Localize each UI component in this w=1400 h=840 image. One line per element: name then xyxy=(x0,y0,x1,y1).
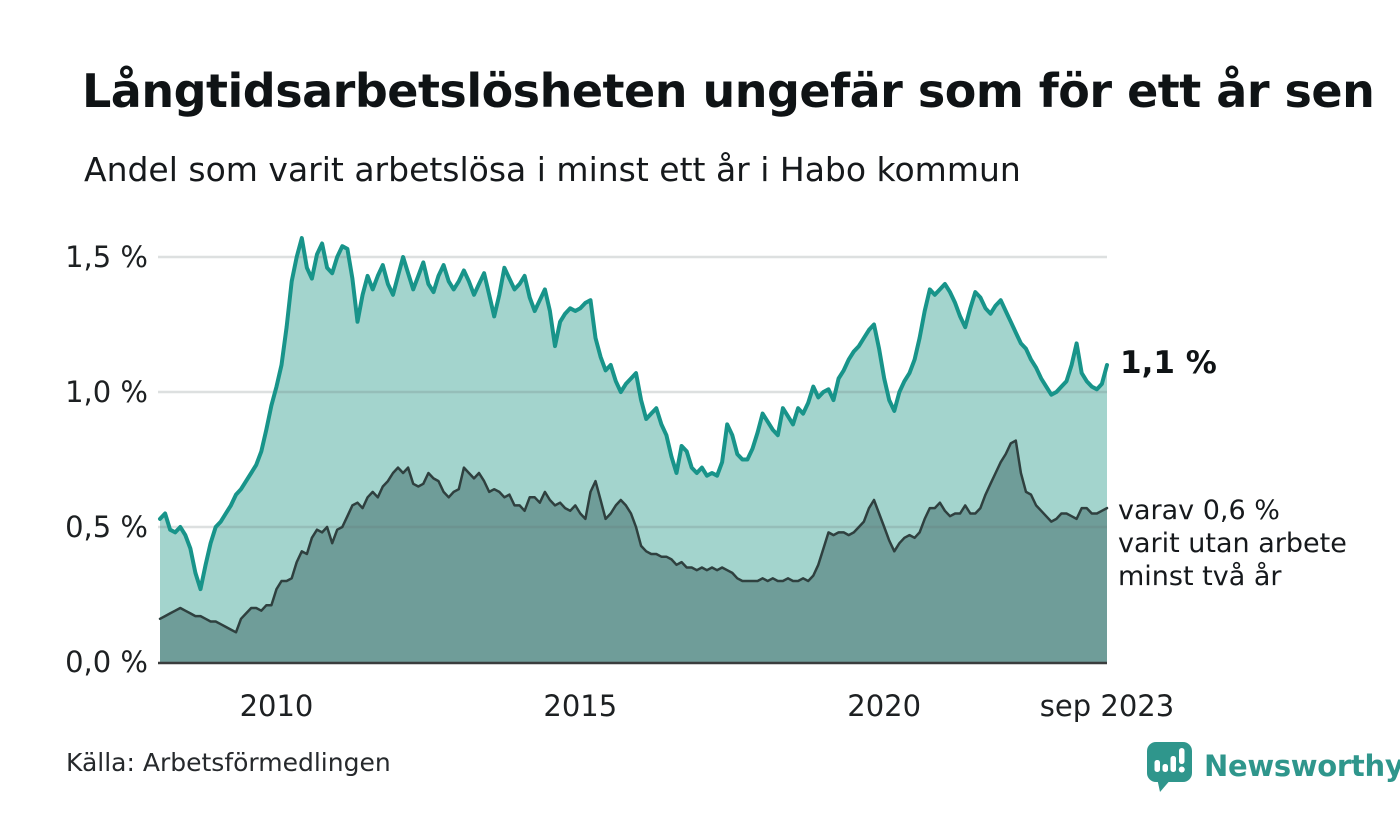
page-title: Långtidsarbetslösheten ungefär som för e… xyxy=(82,64,1375,118)
y-tick-label: 1,5 % xyxy=(65,240,148,274)
page-subtitle: Andel som varit arbetslösa i minst ett å… xyxy=(84,150,1021,189)
source-note: Källa: Arbetsförmedlingen xyxy=(66,748,391,777)
x-tick-label: sep 2023 xyxy=(1039,689,1175,723)
series-end-label-two-years: varav 0,6 % varit utan arbete minst två … xyxy=(1118,494,1347,593)
series-end-label-one-year: 1,1 % xyxy=(1120,345,1217,381)
y-tick-label: 0,0 % xyxy=(65,645,148,679)
x-tick-label: 2020 xyxy=(847,689,922,723)
series-end-label-line: varit utan arbete xyxy=(1118,528,1347,560)
y-tick-label: 1,0 % xyxy=(65,375,148,409)
series-end-label-line: minst två år xyxy=(1118,561,1282,593)
series-end-label-line: varav 0,6 % xyxy=(1118,495,1280,527)
x-tick-label: 2015 xyxy=(543,689,618,723)
newsworthy-logo-text: Newsworthy xyxy=(1204,749,1400,783)
x-tick-label: 2010 xyxy=(239,689,314,723)
y-tick-label: 0,5 % xyxy=(65,510,148,544)
newsworthy-logo-icon xyxy=(1147,742,1192,792)
